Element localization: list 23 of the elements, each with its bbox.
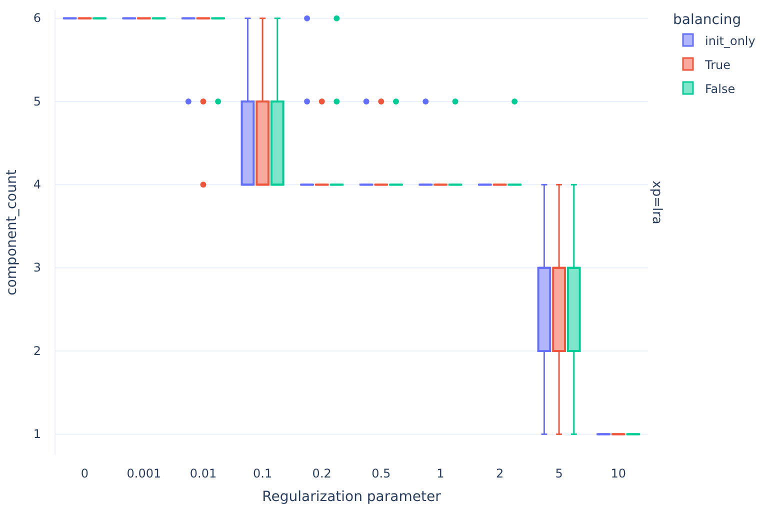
x-axis-title: Regularization parameter: [262, 489, 442, 505]
y-axis-title: component_count: [4, 169, 20, 296]
x-tick-label: 0.001: [126, 466, 162, 481]
x-tick-label: 10: [610, 466, 626, 481]
x-tick-label: 2: [496, 466, 504, 481]
y-tick-label: 3: [33, 260, 41, 275]
y-tick-label: 1: [33, 427, 41, 442]
legend-label: False: [705, 82, 736, 96]
y-tick-label: 6: [33, 11, 41, 26]
x-tick-label: 0.1: [253, 466, 272, 481]
y-tick-label: 5: [33, 94, 41, 108]
y-tick-label: 2: [33, 344, 41, 358]
text: xp=lra: [649, 180, 664, 224]
x-tick-label: 1: [436, 466, 444, 481]
y-tick-label: 4: [33, 178, 41, 192]
x-tick-label: 0.2: [312, 466, 332, 481]
x-tick-label: 0.01: [190, 466, 217, 481]
x-tick-label: 0: [80, 466, 88, 481]
x-tick-label: 0.5: [372, 466, 391, 481]
legend-label: True: [704, 58, 730, 72]
legend-label: init_only: [705, 34, 756, 48]
x-tick-label: 5: [555, 466, 563, 481]
legend-title: balancing: [673, 12, 742, 28]
